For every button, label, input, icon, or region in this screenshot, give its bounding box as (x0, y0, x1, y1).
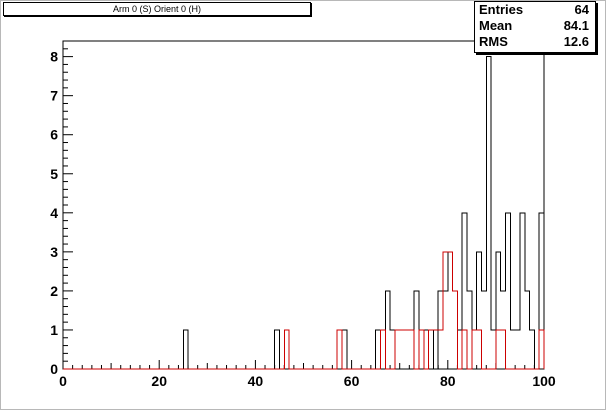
x-tick-label: 20 (151, 373, 167, 389)
series-black-histogram (63, 56, 545, 370)
x-tick-label: 80 (440, 373, 456, 389)
stat-value: 12.6 (563, 34, 589, 49)
y-tick-label: 4 (50, 205, 58, 221)
statistics-box: Entries 64 Mean 84.1 RMS 12.6 (474, 1, 596, 53)
y-tick-label: 5 (50, 166, 58, 182)
stat-row-mean: Mean 84.1 (479, 18, 589, 34)
histogram-title: Arm 0 (S) Orient 0 (H) (3, 2, 311, 16)
x-tick-label: 100 (532, 373, 556, 389)
stat-value: 64 (574, 2, 589, 17)
y-tick-label: 2 (50, 283, 58, 299)
stat-value: 84.1 (563, 18, 589, 33)
y-tick-label: 6 (50, 127, 58, 143)
stat-row-entries: Entries 64 (479, 2, 589, 18)
stat-label: RMS (479, 34, 508, 49)
stat-row-rms: RMS 12.6 (479, 34, 589, 50)
tick-labels-layer: 0 20 40 60 80 100 0 1 2 3 4 5 6 7 8 (50, 49, 556, 389)
y-tick-label: 1 (50, 322, 58, 338)
stat-label: Mean (479, 18, 513, 33)
y-tick-label: 7 (50, 88, 58, 104)
y-tick-label: 8 (50, 49, 58, 65)
series-red-histogram (63, 251, 545, 370)
stat-label: Entries (479, 2, 524, 17)
y-tick-label: 3 (50, 244, 58, 260)
x-tick-label: 40 (248, 373, 264, 389)
x-tick-label: 0 (59, 373, 67, 389)
x-tick-label: 60 (344, 373, 360, 389)
y-tick-label: 0 (50, 361, 58, 377)
series-layer (63, 56, 545, 370)
